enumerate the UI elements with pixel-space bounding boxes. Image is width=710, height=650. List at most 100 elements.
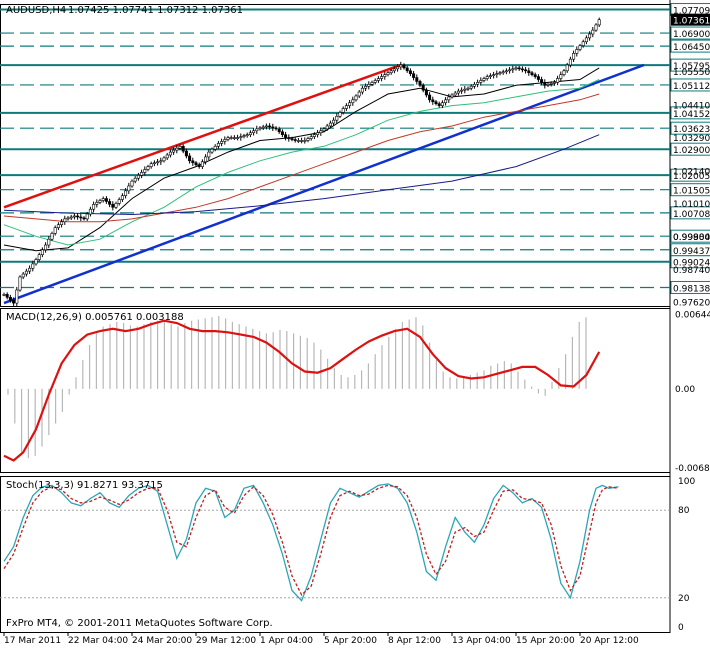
level-label: 1.04152 xyxy=(673,110,710,120)
level-label-box xyxy=(670,26,710,40)
level-label: 1.05112 xyxy=(673,82,710,92)
x-tick-label: 22 Mar 04:00 xyxy=(68,636,128,646)
level-label-box xyxy=(670,142,710,156)
candle-body xyxy=(264,125,268,128)
candle-body xyxy=(421,85,425,91)
candle-body xyxy=(159,160,163,163)
candle-body xyxy=(303,140,307,142)
candle-body xyxy=(162,157,166,162)
x-tick-label: 20 Apr 12:00 xyxy=(580,636,639,646)
trendline xyxy=(3,63,402,209)
candle-body xyxy=(453,92,457,96)
candle-body xyxy=(296,140,300,142)
candle-body xyxy=(47,238,51,246)
candle-body xyxy=(101,198,105,201)
candle-body xyxy=(562,70,566,75)
candle-body xyxy=(520,68,524,71)
candle-body xyxy=(88,208,92,215)
candle-body xyxy=(584,37,588,43)
price-tick-label: 0.97620 xyxy=(673,299,710,309)
candle-body xyxy=(463,88,467,91)
candle-body xyxy=(373,80,377,83)
candle-body xyxy=(546,84,550,86)
candle-body xyxy=(431,99,435,103)
candle-body xyxy=(40,249,44,255)
candle-body xyxy=(37,254,41,260)
level-label-box xyxy=(670,183,710,197)
candle-body xyxy=(63,218,67,223)
candle-body xyxy=(511,68,515,71)
level-label-box xyxy=(670,58,710,72)
candle-body xyxy=(15,289,19,304)
candle-body xyxy=(184,150,188,157)
candle-body xyxy=(450,94,454,98)
candle-body xyxy=(60,221,64,225)
candle-body xyxy=(124,190,128,196)
candle-body xyxy=(386,72,390,75)
level-label: 0.99024 xyxy=(673,259,710,269)
candle-body xyxy=(514,67,518,70)
candle-body xyxy=(530,72,534,75)
candle-body xyxy=(28,267,32,272)
candle-body xyxy=(383,74,387,77)
candle-body xyxy=(149,163,153,167)
candle-body xyxy=(476,82,480,85)
candle-body xyxy=(216,143,220,147)
candle-body xyxy=(447,96,451,101)
candle-body xyxy=(245,134,249,136)
candle-body xyxy=(572,53,576,60)
candle-body xyxy=(319,130,323,134)
candle-body xyxy=(79,216,83,219)
candle-body xyxy=(252,130,256,134)
candle-body xyxy=(268,125,272,128)
candle-body xyxy=(492,74,496,76)
moving-average-line xyxy=(3,134,600,216)
candle-body xyxy=(175,147,179,151)
candle-body xyxy=(348,102,352,106)
x-tick-label: 1 Apr 04:00 xyxy=(260,636,313,646)
macd-label: MACD(12,26,9) 0.005761 0.003188 xyxy=(6,312,184,323)
candle-body xyxy=(172,149,176,153)
candle-body xyxy=(559,74,563,79)
stoch-label: Stoch(13,3,3) 91.8271 93.3715 xyxy=(6,480,163,491)
candle-body xyxy=(552,82,556,84)
candle-body xyxy=(242,135,246,137)
macd-tick-label: -0.00687 xyxy=(675,464,710,474)
candle-body xyxy=(261,126,265,129)
candle-body xyxy=(440,102,444,106)
candle-body xyxy=(178,145,182,149)
candle-body xyxy=(2,294,6,296)
price-tick-label: 1.01010 xyxy=(673,200,710,210)
candle-body xyxy=(223,139,227,142)
candle-body xyxy=(56,224,60,228)
candle-body xyxy=(392,68,396,72)
x-tick-label: 15 Apr 20:00 xyxy=(516,636,575,646)
candle-body xyxy=(82,217,86,220)
candle-body xyxy=(357,91,361,97)
x-tick-label: 29 Mar 12:00 xyxy=(196,636,256,646)
candle-body xyxy=(543,82,547,86)
candle-body xyxy=(498,72,502,75)
candle-body xyxy=(338,112,342,117)
candle-body xyxy=(485,76,489,79)
candle-body xyxy=(188,155,192,162)
level-label: 0.98138 xyxy=(673,284,710,294)
candle-body xyxy=(495,73,499,75)
stoch-tick-label: 100 xyxy=(678,477,695,487)
level-label: 1.06900 xyxy=(673,30,710,40)
candle-body xyxy=(472,84,476,87)
candle-body xyxy=(98,200,102,203)
level-label-box xyxy=(670,229,710,243)
moving-average-line xyxy=(3,67,600,252)
current-price-label: 1.07361 xyxy=(673,17,710,27)
candle-body xyxy=(581,41,585,46)
candle-body xyxy=(556,78,560,83)
candle-body xyxy=(309,136,313,139)
candle-body xyxy=(120,195,124,200)
candle-body xyxy=(232,137,236,139)
candle-body xyxy=(578,45,582,50)
candle-body xyxy=(31,263,35,269)
candle-body xyxy=(114,203,118,208)
